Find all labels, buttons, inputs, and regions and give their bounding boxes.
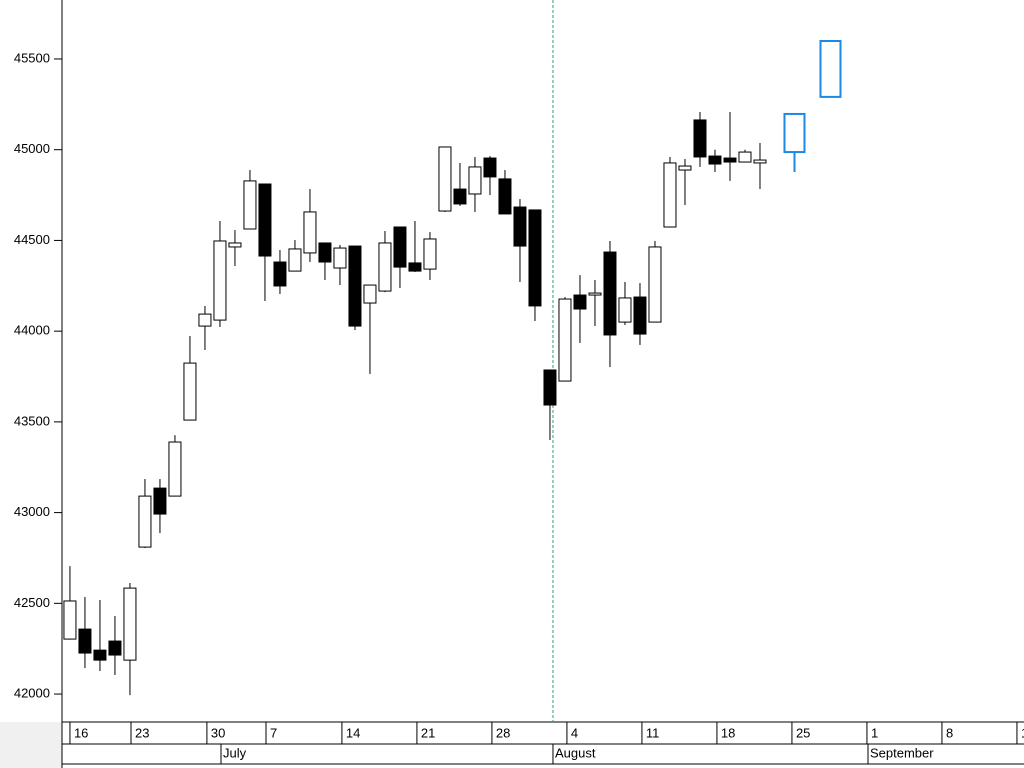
candle-body — [273, 261, 287, 287]
x-tick-label: 4 — [571, 725, 578, 740]
candle-body — [528, 209, 542, 307]
x-tick-label: 15 — [1021, 725, 1024, 740]
x-tick-label: 21 — [421, 725, 435, 740]
candle-body — [108, 640, 122, 656]
month-label: August — [555, 745, 596, 760]
candle-body — [333, 247, 347, 269]
x-tick-label: 11 — [646, 725, 660, 740]
candle-body — [558, 298, 572, 382]
y-tick-label: 43000 — [14, 504, 50, 519]
y-tick-label: 45500 — [14, 50, 50, 65]
candle-body — [363, 284, 377, 304]
x-tick-label: 30 — [211, 725, 225, 740]
candle-body — [483, 157, 497, 178]
candle-body — [738, 151, 752, 163]
candle-body — [723, 157, 737, 163]
candle-body — [453, 188, 467, 205]
candle-body — [513, 206, 527, 247]
candle-body — [693, 119, 707, 158]
candle-body — [393, 226, 407, 268]
candle-body — [783, 112, 806, 154]
candle-body — [543, 369, 557, 406]
candle-body — [198, 313, 212, 327]
candle-body — [378, 242, 392, 292]
x-tick-label: 16 — [74, 725, 88, 740]
candle-body — [588, 292, 602, 296]
candle-body — [243, 180, 257, 230]
candle-body — [438, 146, 452, 212]
x-tick-label: 18 — [721, 725, 735, 740]
candle-body — [258, 183, 272, 257]
candle-body — [648, 246, 662, 323]
candle-body — [573, 294, 587, 310]
y-tick-label: 44500 — [14, 232, 50, 247]
y-tick-label: 42500 — [14, 595, 50, 610]
candle-body — [168, 441, 182, 497]
candle-body — [183, 362, 197, 421]
candle-body — [348, 245, 362, 327]
candle-body — [318, 242, 332, 263]
candle-body — [633, 296, 647, 335]
candle-body — [288, 248, 302, 272]
candle-body — [618, 297, 632, 323]
x-tick-label: 14 — [346, 725, 360, 740]
y-tick-label: 44000 — [14, 323, 50, 338]
y-tick-label: 43500 — [14, 413, 50, 428]
candle-body — [213, 240, 227, 321]
y-tick-label: 42000 — [14, 685, 50, 700]
candle-body — [603, 251, 617, 336]
candle-body — [468, 166, 482, 195]
candle-body — [78, 628, 92, 654]
x-tick-label: 1 — [871, 725, 878, 740]
candle-body — [303, 211, 317, 254]
candle-body — [63, 600, 77, 640]
candle-body — [678, 165, 692, 171]
axis-corner — [0, 722, 62, 768]
candle-body — [228, 242, 242, 248]
x-tick-label: 25 — [796, 725, 810, 740]
candle-body — [819, 40, 842, 98]
x-tick-label: 8 — [946, 725, 953, 740]
month-label: September — [870, 745, 934, 760]
candle-body — [138, 495, 152, 548]
candle-body — [708, 155, 722, 165]
candle-body — [753, 159, 767, 164]
month-label: July — [223, 745, 247, 760]
y-tick-label: 45000 — [14, 141, 50, 156]
candle-body — [93, 649, 107, 661]
candle-body — [423, 238, 437, 270]
candle-body — [123, 587, 137, 661]
x-tick-label: 28 — [496, 725, 510, 740]
x-tick-label: 23 — [135, 725, 149, 740]
candle-body — [153, 487, 167, 515]
candle-body — [498, 178, 512, 215]
candle-body — [408, 262, 422, 272]
x-tick-label: 7 — [270, 725, 277, 740]
candle-body — [663, 162, 677, 228]
